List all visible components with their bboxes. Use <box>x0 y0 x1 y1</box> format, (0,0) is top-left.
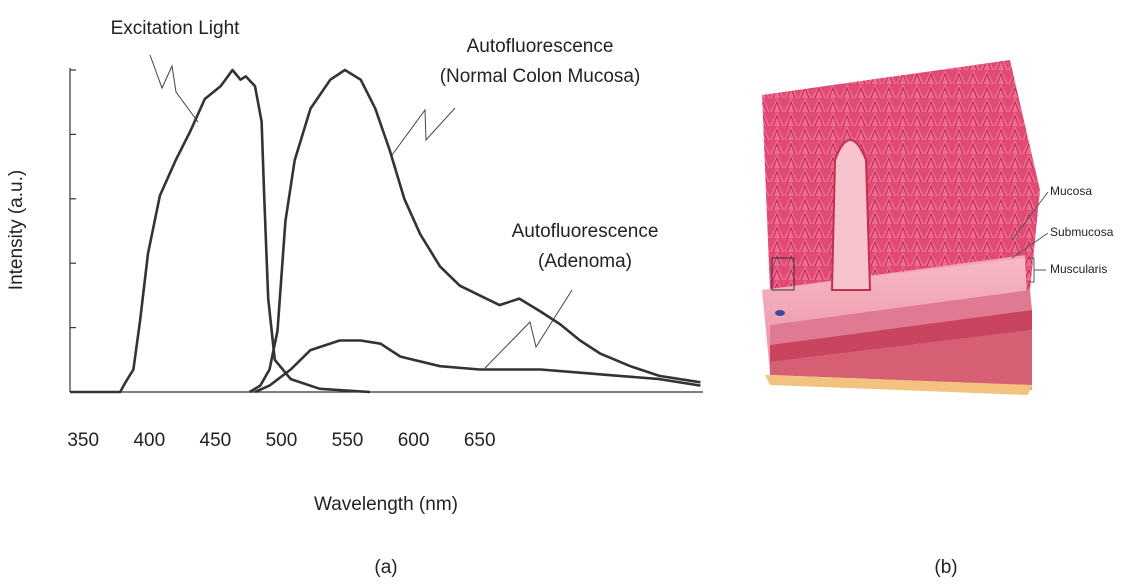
leader-line <box>1011 232 1049 259</box>
x-tick-label: 600 <box>398 430 430 451</box>
layer-label: Muscularis <box>1050 262 1107 276</box>
x-tick-label: 550 <box>332 430 364 451</box>
x-tick-label: 500 <box>266 430 298 451</box>
leader-line <box>1011 191 1049 241</box>
layer-label: Mucosa <box>1050 184 1092 198</box>
series-line <box>249 68 701 394</box>
illustration <box>762 60 1049 395</box>
leader-line <box>484 289 573 369</box>
series-label: Excitation Light <box>111 18 241 39</box>
x-tick-label: 450 <box>200 430 232 451</box>
leader-line <box>149 54 199 123</box>
x-tick-label: 400 <box>133 430 165 451</box>
series-line <box>254 339 701 394</box>
x-tick-label: 650 <box>464 430 496 451</box>
x-axis-label: Wavelength (nm) <box>314 494 458 515</box>
panel-label: (b) <box>934 557 957 578</box>
x-tick-label: 350 <box>67 430 99 451</box>
series-line <box>70 68 371 394</box>
y-axis-label: Intensity (a.u.) <box>6 170 27 290</box>
panel-label: (a) <box>374 557 397 578</box>
layer-label: Submucosa <box>1050 225 1114 239</box>
series-label: Autofluorescence (Normal Colon Mucosa) <box>440 36 641 87</box>
bracket <box>1028 257 1046 283</box>
series-label: Autofluorescence (Adenoma) <box>512 221 659 272</box>
leader-line <box>391 107 456 156</box>
